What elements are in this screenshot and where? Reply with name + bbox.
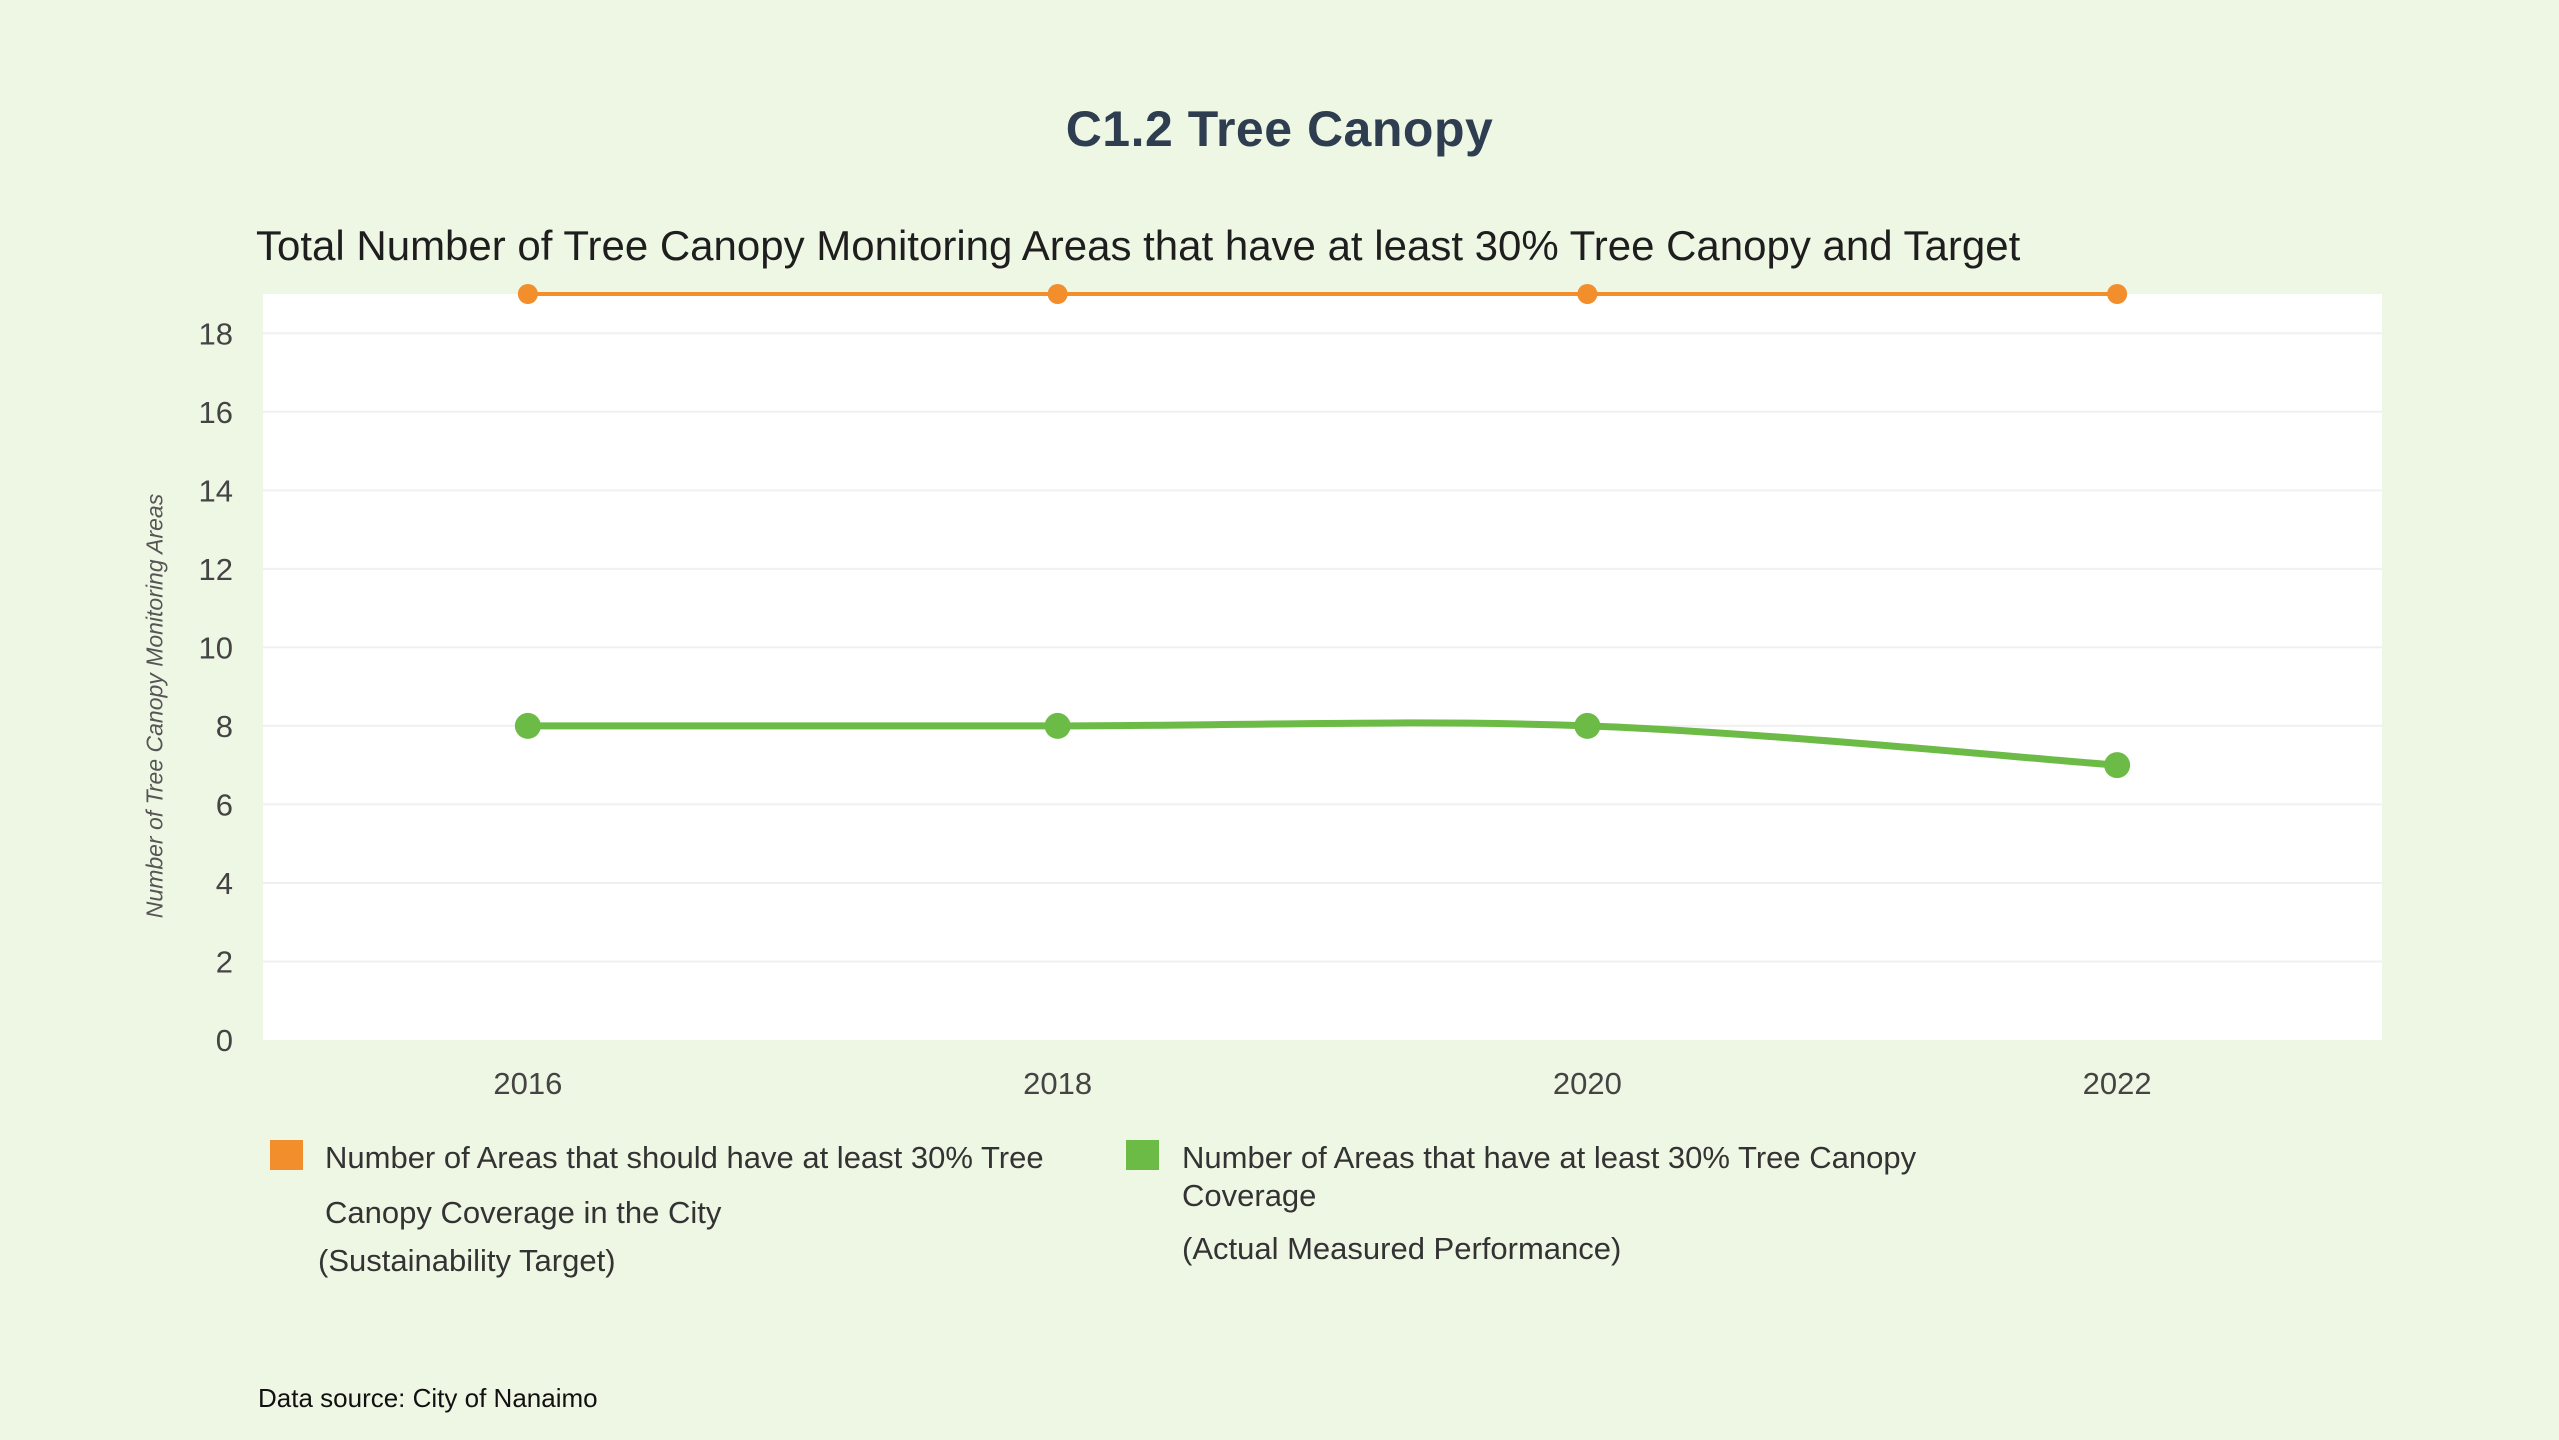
data-point-target[interactable] bbox=[2107, 284, 2128, 304]
data-point-actual[interactable] bbox=[2104, 752, 2131, 779]
y-axis-ticks: 0 2 4 6 8 10 12 14 16 18 bbox=[199, 316, 233, 1058]
y-tick-label: 16 bbox=[199, 395, 233, 430]
series-layer bbox=[514, 284, 2131, 779]
legend-label-actual-line2: Coverage bbox=[1182, 1178, 1317, 1213]
data-point-target[interactable] bbox=[1577, 284, 1598, 304]
data-source-note: Data source: City of Nanaimo bbox=[258, 1383, 598, 1413]
x-tick-label: 2016 bbox=[493, 1066, 562, 1101]
legend-note-target: (Sustainability Target) bbox=[318, 1243, 616, 1278]
legend-note-actual: (Actual Measured Performance) bbox=[1182, 1231, 1622, 1266]
y-tick-label: 18 bbox=[199, 316, 233, 351]
page-title: C1.2 Tree Canopy bbox=[1065, 101, 1494, 157]
y-tick-label: 8 bbox=[216, 709, 233, 744]
legend-swatch-actual bbox=[1126, 1140, 1159, 1170]
data-point-actual[interactable] bbox=[514, 712, 541, 739]
x-axis-ticks: 2016 2018 2020 2022 bbox=[493, 1066, 2151, 1101]
y-tick-label: 14 bbox=[199, 473, 233, 508]
x-tick-label: 2022 bbox=[2083, 1066, 2152, 1101]
data-point-actual[interactable] bbox=[1574, 712, 1601, 739]
legend-label-target-line2: Canopy Coverage in the City bbox=[325, 1195, 722, 1230]
legend-swatch-target bbox=[270, 1140, 303, 1170]
plot-area bbox=[263, 294, 2382, 1040]
data-point-actual[interactable] bbox=[1044, 712, 1071, 739]
y-tick-label: 2 bbox=[216, 944, 233, 979]
legend-label-target-line1: Number of Areas that should have at leas… bbox=[325, 1140, 1044, 1175]
y-tick-label: 0 bbox=[216, 1023, 233, 1058]
chart-title: Total Number of Tree Canopy Monitoring A… bbox=[256, 222, 2021, 269]
y-tick-label: 12 bbox=[199, 552, 233, 587]
y-tick-label: 10 bbox=[199, 630, 233, 665]
data-point-target[interactable] bbox=[1047, 284, 1068, 304]
y-tick-label: 6 bbox=[216, 787, 233, 822]
data-point-target[interactable] bbox=[517, 284, 538, 304]
x-tick-label: 2020 bbox=[1553, 1066, 1622, 1101]
series-line-actual bbox=[524, 719, 2121, 769]
series-target bbox=[517, 284, 2128, 304]
y-tick-label: 4 bbox=[216, 866, 233, 901]
series-actual bbox=[514, 712, 2131, 779]
x-tick-label: 2018 bbox=[1023, 1066, 1092, 1101]
legend-label-actual-line1: Number of Areas that have at least 30% T… bbox=[1182, 1140, 1917, 1175]
